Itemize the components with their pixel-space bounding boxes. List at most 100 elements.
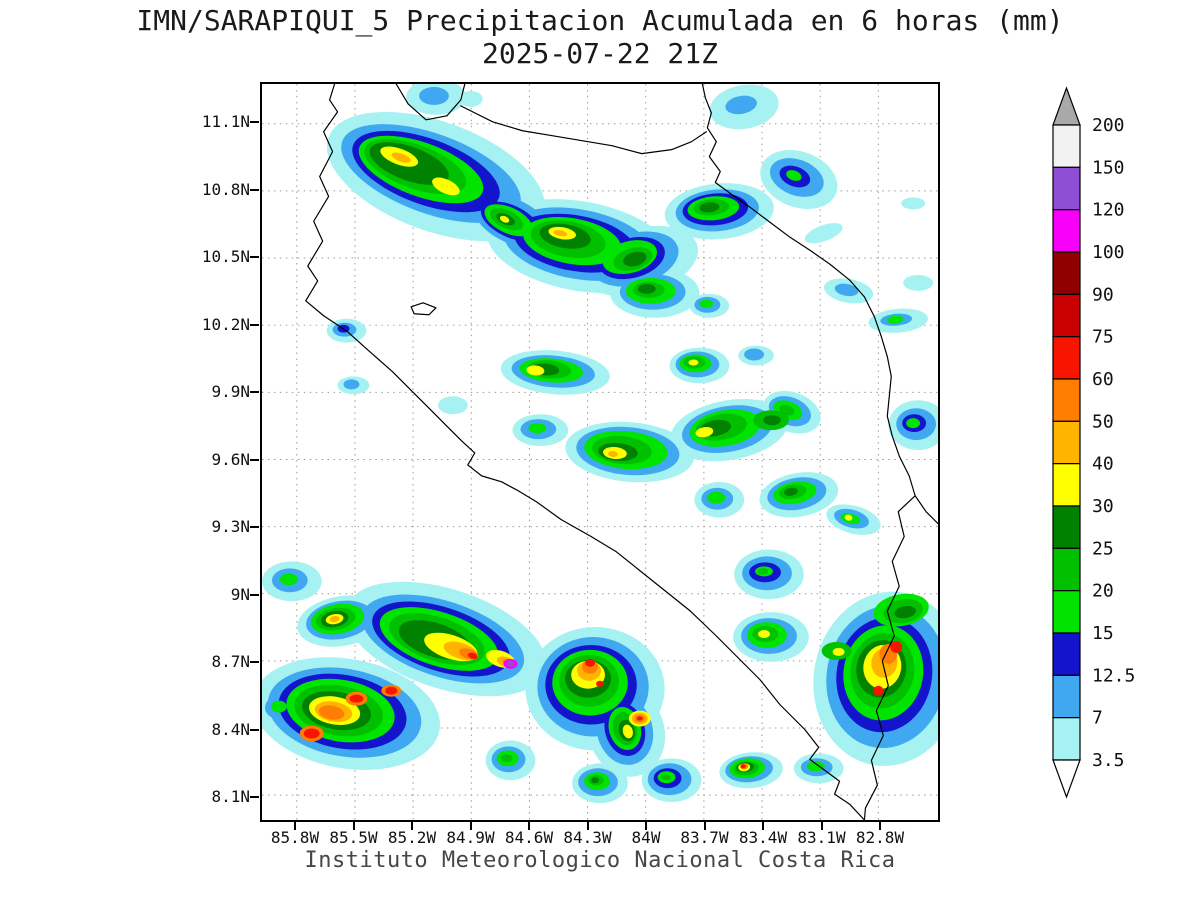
- colorbar-segment: [1052, 717, 1081, 761]
- colorbar-label: 30: [1092, 496, 1114, 517]
- colorbar-label: 12.5: [1092, 665, 1135, 686]
- precip-blob: [890, 640, 903, 653]
- lat-tick-mark: [250, 526, 259, 528]
- lon-tick-label: 84.9W: [446, 828, 495, 847]
- lat-tick-label: 9N: [230, 584, 250, 604]
- colorbar-label: 120: [1092, 200, 1125, 221]
- coastline: [863, 495, 916, 820]
- precip-blob: [873, 685, 884, 696]
- precip-blob: [763, 415, 781, 426]
- colorbar-segment: [1052, 674, 1081, 719]
- precip-blob: [623, 251, 647, 267]
- lon-tick-mark: [879, 822, 881, 830]
- precipitation-map: [262, 84, 938, 820]
- precip-blob: [786, 170, 802, 181]
- lon-tick-label: 84.3W: [563, 828, 612, 847]
- precip-blob: [343, 379, 360, 390]
- colorbar-segment: [1052, 547, 1081, 592]
- precip-blob: [740, 764, 746, 769]
- lat-tick-mark: [250, 121, 259, 123]
- precip-blob: [834, 283, 859, 297]
- lat-tick-mark: [250, 661, 259, 663]
- precip-blob: [303, 728, 320, 739]
- lon-tick-label: 85.5W: [329, 828, 378, 847]
- precip-blob: [906, 418, 921, 429]
- lon-tick-mark: [703, 822, 706, 830]
- precip-blob: [526, 365, 545, 376]
- lat-tick-label: 11.1N: [201, 112, 250, 131]
- precip-blob: [894, 605, 917, 619]
- lon-tick-mark: [411, 822, 413, 830]
- colorbar: 200 150 120 100 90 75 60 50 40 30 25 20 15 12.5 7 3.5: [1052, 86, 1135, 799]
- colorbar-segment: [1052, 251, 1081, 295]
- lat-tick-mark: [250, 796, 259, 798]
- lat-tick-mark: [250, 391, 259, 393]
- coastline: [410, 302, 437, 316]
- precip-blob: [699, 202, 720, 213]
- colorbar-label: 100: [1092, 242, 1125, 263]
- lat-tick-mark: [250, 593, 259, 596]
- coastline: [701, 84, 938, 525]
- colorbar-label: 15: [1092, 623, 1114, 644]
- lat-tick-mark: [250, 323, 259, 326]
- lat-tick-label: 10.5N: [201, 247, 250, 266]
- lon-tick-mark: [352, 822, 355, 830]
- precip-blob: [622, 724, 633, 739]
- colorbar-segment: [1052, 632, 1081, 676]
- precip-blob: [553, 230, 568, 237]
- colorbar-label: 75: [1092, 327, 1114, 348]
- precip-blob: [591, 777, 600, 784]
- lat-tick-mark: [250, 188, 259, 191]
- lat-tick-label: 9.3N: [211, 517, 250, 536]
- precip-blob: [844, 514, 853, 521]
- precip-blob: [528, 423, 547, 434]
- coastline: [460, 105, 707, 155]
- precip-blob: [458, 90, 483, 107]
- precip-blob: [385, 686, 398, 695]
- colorbar-label: 25: [1092, 538, 1114, 559]
- lon-tick-label: 84W: [631, 828, 661, 847]
- precip-blob: [506, 660, 515, 667]
- lon-tick-mark: [294, 822, 296, 830]
- lat-tick-label: 8.7N: [211, 652, 250, 671]
- colorbar-label: 50: [1092, 411, 1114, 432]
- precip-blob: [688, 359, 699, 366]
- precip-blob: [467, 652, 478, 660]
- coastline: [305, 84, 866, 820]
- lon-tick-mark: [645, 822, 647, 830]
- lat-tick-label: 9.9N: [211, 382, 250, 401]
- colorbar-label: 3.5: [1092, 750, 1125, 771]
- precip-blob: [758, 568, 769, 575]
- lat-tick-mark: [250, 458, 259, 461]
- precip-blob: [695, 426, 714, 438]
- precip-blob: [596, 680, 604, 687]
- precip-blob: [744, 348, 765, 361]
- precip-blob: [783, 487, 798, 496]
- lat-tick-label: 10.8N: [201, 179, 250, 199]
- precip-blob: [637, 283, 656, 294]
- colorbar-label: 60: [1092, 369, 1114, 390]
- colorbar-segment: [1052, 420, 1081, 465]
- precip-blob: [901, 197, 926, 210]
- lon-tick-label: 85.8W: [270, 828, 320, 847]
- lon-tick-label: 83.4W: [738, 828, 788, 847]
- precip-blob: [636, 716, 643, 721]
- precip-blob: [499, 215, 510, 223]
- colorbar-segment: [1052, 505, 1081, 549]
- precip-blob: [660, 774, 671, 781]
- colorbar-segment: [1052, 378, 1081, 422]
- precip-blob: [349, 694, 364, 703]
- colorbar-segment: [1052, 463, 1081, 507]
- precip-blob: [707, 491, 726, 504]
- precip-blob: [903, 274, 934, 291]
- colorbar-label: 7: [1092, 708, 1103, 729]
- lon-tick-mark: [469, 822, 472, 830]
- precip-blob: [318, 705, 345, 720]
- lon-tick-mark: [528, 822, 530, 830]
- precip-blob: [432, 177, 460, 196]
- lon-tick-label: 85.2W: [387, 828, 437, 847]
- precip-blob: [758, 630, 770, 638]
- colorbar-segment: [1052, 209, 1081, 253]
- coastline: [395, 84, 466, 121]
